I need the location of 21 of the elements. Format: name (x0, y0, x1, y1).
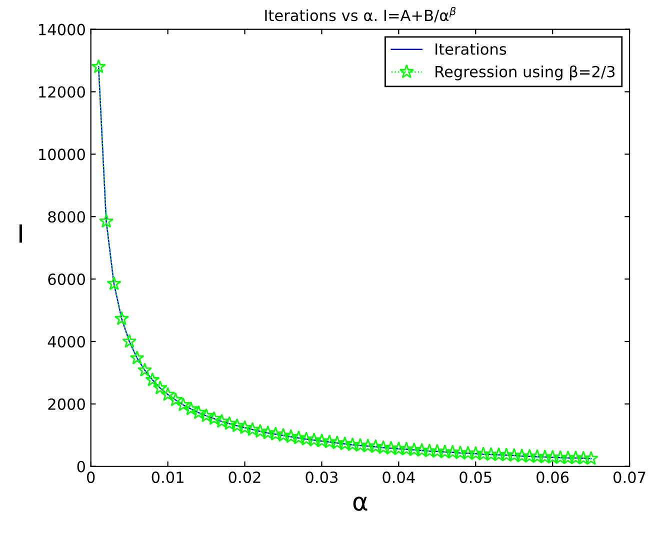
chart-title: Iterations vs α. I=A+B/α$^{β}$ (265, 6, 456, 22)
y-tick-label: 8000 (48, 211, 85, 223)
x-tick-label: 0.02 (228, 472, 260, 484)
y-tick-label: 2000 (48, 398, 85, 410)
x-tick-label: 0.05 (460, 472, 492, 484)
x-tick-label: 0.07 (614, 472, 646, 484)
y-axis-title: I (19, 224, 22, 243)
x-tick-label: 0.01 (152, 472, 184, 484)
y-tick-label: 14000 (39, 24, 85, 36)
y-tick-label: 6000 (48, 274, 85, 286)
legend-label: Iterations (436, 43, 506, 55)
x-tick-label: 0.03 (306, 472, 338, 484)
y-tick-label: 4000 (48, 336, 85, 348)
x-tick-label: 0.04 (382, 472, 415, 484)
y-tick-label: 0 (77, 460, 85, 472)
x-axis-title: α (353, 496, 368, 511)
x-tick-label: 0 (87, 472, 95, 484)
y-tick-label: 10000 (39, 148, 85, 160)
legend-label: Regression using β=2/3 (436, 65, 615, 80)
x-tick-label: 0.06 (536, 472, 569, 484)
y-tick-label: 12000 (39, 86, 85, 98)
